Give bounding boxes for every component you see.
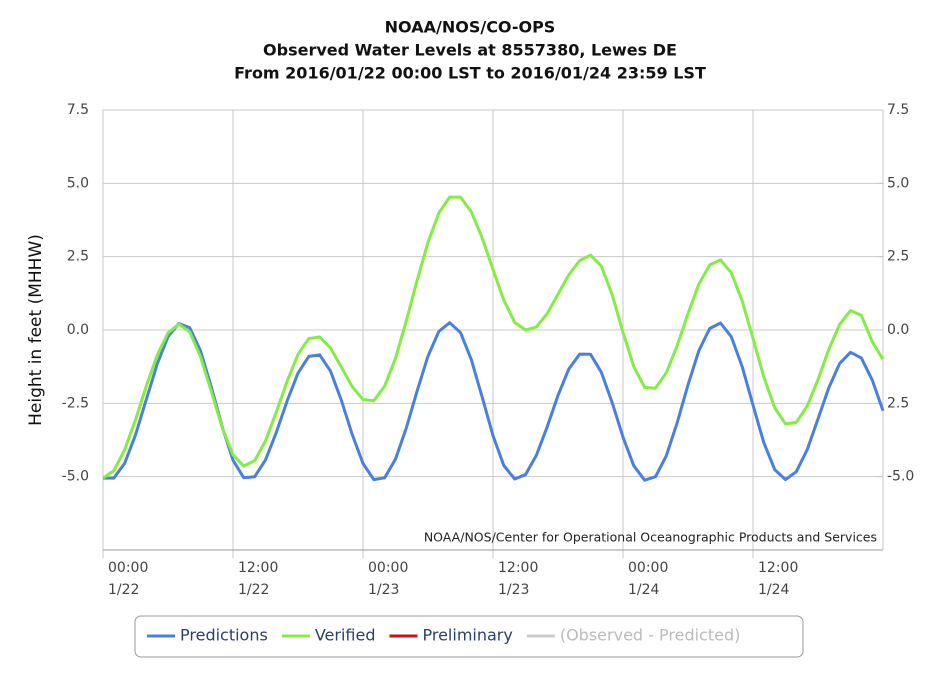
- y-tick-label: -5.0: [62, 469, 89, 485]
- x-tick-label: 00:00: [628, 560, 668, 576]
- legend-label: Verified: [315, 626, 376, 645]
- x-tick-date: 1/22: [108, 582, 139, 598]
- data-line: [103, 321, 885, 482]
- legend-label: Preliminary: [422, 626, 512, 645]
- legend-label: Predictions: [180, 626, 268, 645]
- x-tick-label: 12:00: [758, 560, 798, 576]
- y-tick-label: 5.0: [67, 175, 89, 191]
- x-tick-label: 00:00: [368, 560, 408, 576]
- y2-tick-label: 0.0: [887, 322, 909, 338]
- y2-tick-label: 2.5: [887, 249, 909, 265]
- x-tick-label: 12:00: [498, 560, 538, 576]
- y2-tick-label: 5.0: [887, 175, 909, 191]
- legend-box: [134, 615, 804, 658]
- annotation: NOAA/NOS/Center for Operational Oceanogr…: [424, 530, 877, 545]
- y-axis-label: Height in feet (MHHW): [26, 234, 46, 426]
- y2-tick-label: 2.5: [887, 395, 909, 411]
- chart-title: From 2016/01/22 00:00 LST to 2016/01/24 …: [234, 64, 706, 83]
- chart-title: Observed Water Levels at 8557380, Lewes …: [263, 41, 677, 60]
- x-tick-date: 1/24: [758, 582, 790, 598]
- legend-label: (Observed - Predicted): [560, 626, 741, 645]
- chart-title: NOAA/NOS/CO-OPS: [385, 18, 556, 37]
- y-tick-label: 0.0: [67, 322, 89, 338]
- x-tick-label: 12:00: [238, 560, 278, 576]
- y2-tick-label: 7.5: [887, 102, 909, 118]
- data-line: [102, 195, 885, 480]
- y-tick-label: 2.5: [67, 249, 89, 265]
- x-tick-date: 1/23: [368, 582, 399, 598]
- y-tick-label: -2.5: [62, 395, 89, 411]
- x-tick-date: 1/22: [238, 582, 269, 598]
- x-tick-date: 1/23: [498, 582, 529, 598]
- x-tick-date: 1/24: [628, 582, 660, 598]
- y2-tick-label: -5.0: [887, 469, 914, 485]
- x-tick-label: 00:00: [108, 560, 148, 576]
- y-tick-label: 7.5: [67, 102, 89, 118]
